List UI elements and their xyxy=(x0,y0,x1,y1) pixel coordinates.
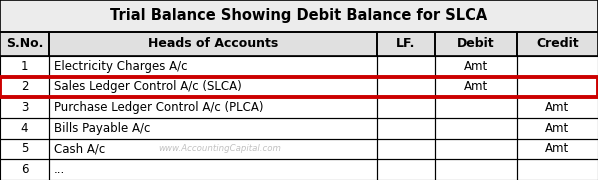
Bar xyxy=(377,76,435,97)
Bar xyxy=(435,139,517,159)
Bar xyxy=(517,76,598,97)
Bar xyxy=(517,139,598,159)
Text: Purchase Ledger Control A/c (PLCA): Purchase Ledger Control A/c (PLCA) xyxy=(54,101,263,114)
Bar xyxy=(0,56,49,76)
Bar xyxy=(377,56,435,76)
Bar xyxy=(49,159,377,180)
Bar xyxy=(0,31,49,56)
Text: ...: ... xyxy=(54,163,65,176)
Bar xyxy=(0,159,49,180)
Bar xyxy=(435,118,517,139)
Bar xyxy=(0,56,49,76)
Bar xyxy=(435,56,517,76)
Bar xyxy=(435,56,517,76)
Bar xyxy=(49,118,377,139)
Text: Amt: Amt xyxy=(545,142,569,156)
Bar xyxy=(377,97,435,118)
Bar xyxy=(435,159,517,180)
Bar xyxy=(435,118,517,139)
Bar xyxy=(0,76,598,97)
Bar xyxy=(0,97,49,118)
Bar xyxy=(435,76,517,97)
Bar xyxy=(0,159,49,180)
Bar xyxy=(435,97,517,118)
Bar xyxy=(0,0,598,31)
Bar xyxy=(377,139,435,159)
Bar xyxy=(49,97,377,118)
Bar xyxy=(435,97,517,118)
Bar xyxy=(377,159,435,180)
Bar xyxy=(517,97,598,118)
Text: Amt: Amt xyxy=(464,80,488,93)
Bar xyxy=(435,31,517,56)
Bar xyxy=(517,118,598,139)
Bar xyxy=(49,56,377,76)
Text: Cash A/c: Cash A/c xyxy=(54,142,105,156)
Bar xyxy=(0,0,598,31)
Bar xyxy=(517,31,598,56)
Bar xyxy=(517,118,598,139)
Text: S.No.: S.No. xyxy=(6,37,43,50)
Text: Credit: Credit xyxy=(536,37,579,50)
Bar xyxy=(517,56,598,76)
Bar xyxy=(0,76,49,97)
Text: www.AccountingCapital.com: www.AccountingCapital.com xyxy=(158,144,281,153)
Bar xyxy=(0,31,49,56)
Bar xyxy=(49,76,377,97)
Bar xyxy=(517,76,598,97)
Text: 3: 3 xyxy=(21,101,28,114)
Bar xyxy=(0,76,49,97)
Bar xyxy=(0,139,49,159)
Bar xyxy=(377,97,435,118)
Text: 1: 1 xyxy=(21,60,28,73)
Text: 2: 2 xyxy=(21,80,28,93)
Bar xyxy=(517,56,598,76)
Text: Amt: Amt xyxy=(545,101,569,114)
Bar xyxy=(49,139,377,159)
Text: LF.: LF. xyxy=(396,37,416,50)
Bar xyxy=(49,31,377,56)
Bar xyxy=(0,139,49,159)
Bar xyxy=(377,31,435,56)
Text: Bills Payable A/c: Bills Payable A/c xyxy=(54,122,150,135)
Bar xyxy=(377,118,435,139)
Bar xyxy=(517,31,598,56)
Bar xyxy=(517,159,598,180)
Bar xyxy=(377,31,435,56)
Bar xyxy=(49,31,377,56)
Bar xyxy=(377,118,435,139)
Bar xyxy=(377,76,435,97)
Bar xyxy=(49,56,377,76)
Text: Amt: Amt xyxy=(464,60,488,73)
Bar xyxy=(377,139,435,159)
Bar xyxy=(435,76,517,97)
Bar xyxy=(0,97,49,118)
Text: 5: 5 xyxy=(21,142,28,156)
Bar xyxy=(49,139,377,159)
Bar xyxy=(435,139,517,159)
Text: Amt: Amt xyxy=(545,122,569,135)
Text: 4: 4 xyxy=(21,122,28,135)
Bar xyxy=(49,76,377,97)
Text: 6: 6 xyxy=(21,163,28,176)
Bar xyxy=(49,97,377,118)
Bar xyxy=(377,159,435,180)
Text: Debit: Debit xyxy=(457,37,495,50)
Bar xyxy=(49,118,377,139)
Bar xyxy=(377,56,435,76)
Bar xyxy=(435,159,517,180)
Bar xyxy=(435,31,517,56)
Text: Trial Balance Showing Debit Balance for SLCA: Trial Balance Showing Debit Balance for … xyxy=(111,8,487,23)
Bar xyxy=(0,118,49,139)
Bar xyxy=(0,118,49,139)
Bar xyxy=(517,159,598,180)
Text: Sales Ledger Control A/c (SLCA): Sales Ledger Control A/c (SLCA) xyxy=(54,80,242,93)
Bar xyxy=(517,97,598,118)
Bar xyxy=(517,139,598,159)
Text: Heads of Accounts: Heads of Accounts xyxy=(148,37,278,50)
Bar xyxy=(49,159,377,180)
Text: Electricity Charges A/c: Electricity Charges A/c xyxy=(54,60,187,73)
